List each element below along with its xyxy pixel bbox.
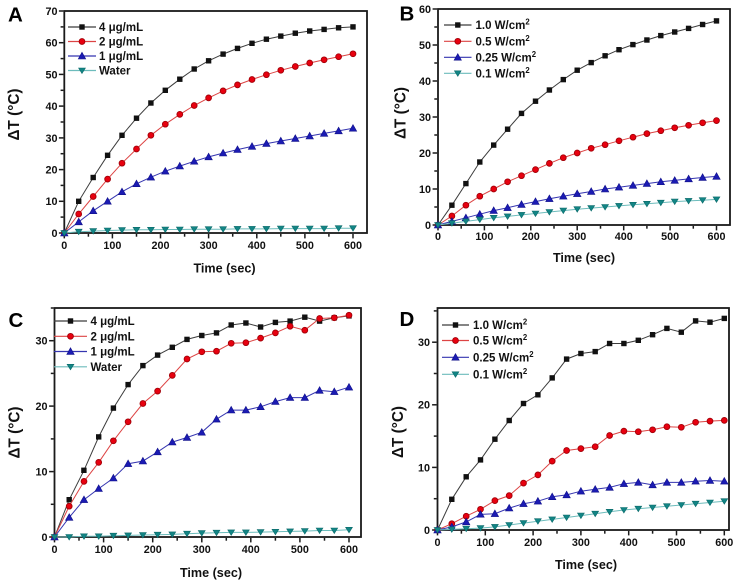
svg-text:100: 100 bbox=[475, 231, 493, 243]
svg-text:40: 40 bbox=[419, 76, 431, 88]
svg-text:40: 40 bbox=[45, 101, 57, 113]
svg-text:300: 300 bbox=[200, 240, 218, 252]
svg-text:300: 300 bbox=[568, 231, 586, 243]
svg-text:20: 20 bbox=[419, 148, 431, 160]
svg-text:0.25 W/cm2: 0.25 W/cm2 bbox=[476, 50, 537, 65]
svg-text:30: 30 bbox=[45, 133, 57, 145]
svg-text:4 μg/mL: 4 μg/mL bbox=[91, 316, 135, 328]
svg-text:200: 200 bbox=[144, 544, 162, 556]
svg-text:50: 50 bbox=[419, 40, 431, 52]
svg-text:4 μg/mL: 4 μg/mL bbox=[99, 22, 143, 34]
svg-text:Time (sec): Time (sec) bbox=[193, 262, 255, 276]
svg-text:50: 50 bbox=[45, 69, 57, 81]
svg-text:30: 30 bbox=[35, 336, 47, 348]
svg-text:20: 20 bbox=[35, 401, 47, 413]
svg-text:Water: Water bbox=[91, 362, 123, 374]
svg-text:0.1 W/cm2: 0.1 W/cm2 bbox=[476, 66, 531, 81]
svg-text:0: 0 bbox=[51, 544, 57, 556]
svg-text:600: 600 bbox=[340, 544, 358, 556]
svg-text:400: 400 bbox=[620, 537, 638, 549]
svg-text:300: 300 bbox=[572, 537, 590, 549]
svg-text:20: 20 bbox=[418, 400, 430, 412]
svg-text:60: 60 bbox=[419, 4, 431, 16]
svg-text:A: A bbox=[8, 3, 23, 26]
svg-text:1 μg/mL: 1 μg/mL bbox=[91, 347, 135, 359]
svg-text:2 μg/mL: 2 μg/mL bbox=[99, 37, 143, 49]
svg-text:D: D bbox=[400, 308, 415, 331]
svg-text:60: 60 bbox=[45, 38, 57, 50]
svg-text:200: 200 bbox=[151, 240, 169, 252]
svg-text:Time (sec): Time (sec) bbox=[555, 558, 617, 572]
svg-text:400: 400 bbox=[615, 231, 633, 243]
svg-text:200: 200 bbox=[522, 231, 540, 243]
svg-text:ΔT (°C): ΔT (°C) bbox=[390, 406, 407, 458]
svg-text:0.5 W/cm2: 0.5 W/cm2 bbox=[473, 333, 528, 348]
svg-text:0: 0 bbox=[61, 240, 67, 252]
svg-text:1.0 W/cm2: 1.0 W/cm2 bbox=[473, 318, 528, 333]
svg-text:0: 0 bbox=[435, 231, 441, 243]
svg-text:ΔT (°C): ΔT (°C) bbox=[6, 89, 23, 141]
svg-text:0: 0 bbox=[41, 532, 47, 544]
svg-text:300: 300 bbox=[193, 544, 211, 556]
svg-text:0.25 W/cm2: 0.25 W/cm2 bbox=[473, 350, 534, 365]
svg-text:ΔT (°C): ΔT (°C) bbox=[7, 407, 24, 459]
svg-text:600: 600 bbox=[344, 240, 362, 252]
svg-text:0: 0 bbox=[425, 220, 431, 232]
svg-text:500: 500 bbox=[667, 537, 685, 549]
svg-text:600: 600 bbox=[707, 231, 725, 243]
svg-text:30: 30 bbox=[419, 112, 431, 124]
svg-text:0.1 W/cm2: 0.1 W/cm2 bbox=[473, 367, 528, 382]
svg-text:Time (sec): Time (sec) bbox=[553, 251, 615, 265]
svg-text:ΔT (°C): ΔT (°C) bbox=[393, 87, 410, 139]
svg-text:500: 500 bbox=[291, 544, 309, 556]
svg-text:500: 500 bbox=[661, 231, 679, 243]
svg-text:200: 200 bbox=[524, 537, 542, 549]
svg-text:20: 20 bbox=[45, 165, 57, 177]
svg-text:Water: Water bbox=[99, 66, 131, 78]
svg-text:100: 100 bbox=[476, 537, 494, 549]
svg-text:10: 10 bbox=[45, 196, 57, 208]
svg-text:0: 0 bbox=[434, 537, 440, 549]
svg-text:B: B bbox=[400, 3, 415, 26]
svg-text:400: 400 bbox=[248, 240, 266, 252]
svg-text:100: 100 bbox=[95, 544, 113, 556]
svg-text:1 μg/mL: 1 μg/mL bbox=[99, 51, 143, 63]
svg-text:10: 10 bbox=[419, 184, 431, 196]
svg-text:70: 70 bbox=[45, 6, 57, 18]
svg-text:0: 0 bbox=[424, 525, 430, 537]
svg-text:400: 400 bbox=[242, 544, 260, 556]
svg-text:1.0 W/cm2: 1.0 W/cm2 bbox=[476, 18, 531, 33]
svg-text:10: 10 bbox=[418, 462, 430, 474]
svg-text:0: 0 bbox=[51, 228, 57, 240]
svg-text:C: C bbox=[9, 309, 24, 332]
svg-text:500: 500 bbox=[296, 240, 314, 252]
svg-text:10: 10 bbox=[35, 467, 47, 479]
svg-text:Time (sec): Time (sec) bbox=[180, 566, 242, 580]
svg-text:0.5 W/cm2: 0.5 W/cm2 bbox=[476, 34, 531, 49]
svg-text:100: 100 bbox=[103, 240, 121, 252]
svg-text:2 μg/mL: 2 μg/mL bbox=[91, 332, 135, 344]
svg-text:30: 30 bbox=[418, 337, 430, 349]
svg-text:600: 600 bbox=[715, 537, 733, 549]
